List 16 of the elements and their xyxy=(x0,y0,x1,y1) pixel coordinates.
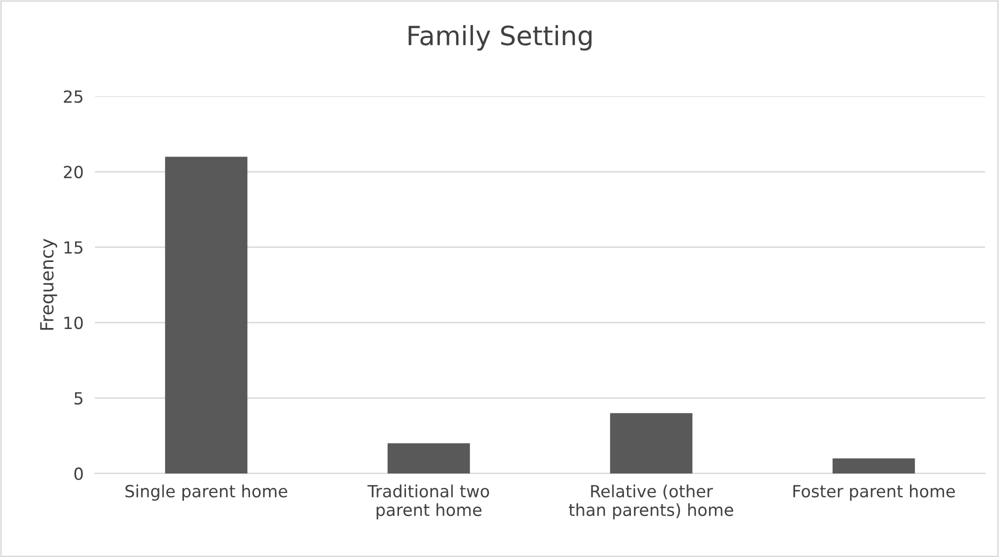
x-tick-label: Traditional two parent home xyxy=(367,484,490,520)
y-axis-title: Frequency xyxy=(40,238,58,330)
y-tick-label: 5 xyxy=(74,392,82,405)
x-tick-label: Single parent home xyxy=(125,484,288,501)
y-tick-label: 10 xyxy=(64,316,83,330)
bar xyxy=(165,156,248,474)
y-tick-label: 15 xyxy=(64,241,82,254)
y-tick-label: 20 xyxy=(64,166,83,178)
bar xyxy=(610,413,692,474)
bar xyxy=(388,443,470,474)
x-tick-label: Foster parent home xyxy=(793,484,955,501)
y-tick-label: 25 xyxy=(64,90,82,103)
chart-title: Family Setting xyxy=(408,25,592,51)
bar xyxy=(832,458,915,474)
y-tick-label: 0 xyxy=(74,467,83,480)
x-tick-label: Relative (other than parents) home xyxy=(568,484,734,520)
